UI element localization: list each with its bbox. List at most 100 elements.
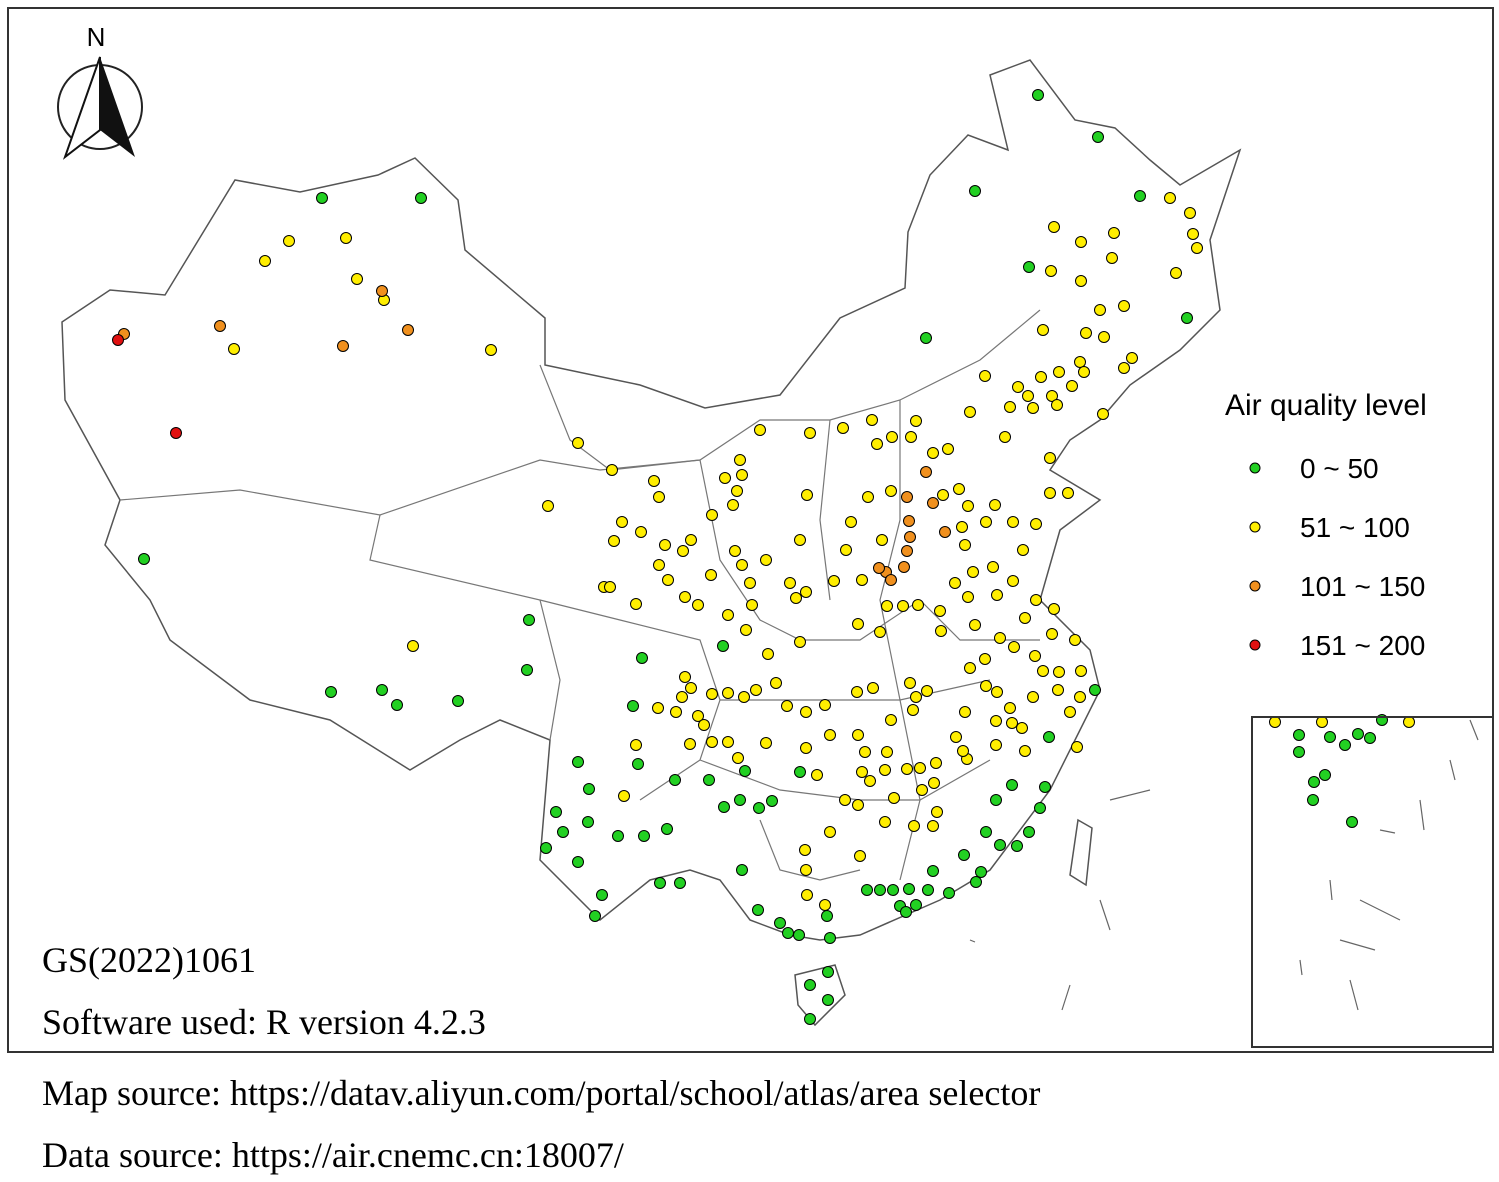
station-dot <box>376 684 388 696</box>
station-dot <box>824 729 836 741</box>
station-dot <box>801 889 813 901</box>
north-arrow: N <box>57 22 143 160</box>
station-dot <box>800 864 812 876</box>
station-dot <box>782 927 794 939</box>
station-dot <box>898 561 910 573</box>
station-dot <box>452 695 464 707</box>
station-dot <box>935 625 947 637</box>
legend-swatch <box>1249 462 1261 474</box>
station-dot <box>722 736 734 748</box>
station-dot <box>837 422 849 434</box>
station-dot <box>867 682 879 694</box>
station-dot <box>727 499 739 511</box>
station-dot <box>1034 802 1046 814</box>
station-dot <box>685 534 697 546</box>
station-dot <box>1029 650 1041 662</box>
station-dot <box>912 599 924 611</box>
station-dot <box>931 806 943 818</box>
station-dot <box>897 600 909 612</box>
station-dot <box>1032 89 1044 101</box>
station-dot <box>676 691 688 703</box>
station-dot <box>662 574 674 586</box>
station-dot <box>939 526 951 538</box>
station-dot <box>990 794 1002 806</box>
station-dot <box>606 464 618 476</box>
station-dot <box>1064 706 1076 718</box>
station-dot <box>794 534 806 546</box>
station-dot <box>959 539 971 551</box>
station-dot <box>1045 265 1057 277</box>
north-label: N <box>87 22 106 52</box>
station-dot <box>927 865 939 877</box>
station-dot <box>705 569 717 581</box>
station-dot <box>1008 641 1020 653</box>
station-dot <box>572 856 584 868</box>
station-dot <box>351 273 363 285</box>
station-dot <box>930 757 942 769</box>
station-dot <box>572 437 584 449</box>
station-dot <box>740 624 752 636</box>
station-dot <box>1069 634 1081 646</box>
station-dot <box>840 544 852 556</box>
station-dot <box>1035 371 1047 383</box>
station-dot <box>754 424 766 436</box>
station-dot <box>376 285 388 297</box>
station-dot <box>734 454 746 466</box>
station-dot <box>630 739 642 751</box>
station-dot <box>794 636 806 648</box>
station-dot <box>1108 227 1120 239</box>
station-dot <box>692 710 704 722</box>
station-dot <box>920 332 932 344</box>
station-dot <box>1044 452 1056 464</box>
station-dot <box>922 884 934 896</box>
station-dot <box>927 820 939 832</box>
station-dot <box>781 700 793 712</box>
station-dot <box>636 652 648 664</box>
station-dot <box>1023 826 1035 838</box>
station-dot <box>994 632 1006 644</box>
station-dot <box>1004 702 1016 714</box>
station-dot <box>616 516 628 528</box>
station-dot <box>980 826 992 838</box>
station-dot <box>684 738 696 750</box>
station-dot <box>736 469 748 481</box>
station-dot <box>856 766 868 778</box>
station-dot <box>739 765 751 777</box>
station-dot <box>1097 408 1109 420</box>
station-dot <box>738 691 750 703</box>
station-dot <box>784 577 796 589</box>
station-dot <box>698 719 710 731</box>
station-dot <box>793 929 805 941</box>
legend-swatch <box>1249 580 1261 592</box>
station-dot <box>1089 684 1101 696</box>
station-dots <box>112 89 1415 1025</box>
station-dot <box>927 497 939 509</box>
station-dot <box>736 559 748 571</box>
station-dot <box>337 340 349 352</box>
station-dot <box>766 795 778 807</box>
station-dot <box>1075 665 1087 677</box>
station-dot <box>886 431 898 443</box>
station-dot <box>824 932 836 944</box>
station-dot <box>750 684 762 696</box>
station-dot <box>910 899 922 911</box>
station-dot <box>1030 594 1042 606</box>
station-dot <box>1006 717 1018 729</box>
station-dot <box>901 491 913 503</box>
station-dot <box>706 509 718 521</box>
station-dot <box>638 830 650 842</box>
station-dot <box>879 816 891 828</box>
station-dot <box>1022 390 1034 402</box>
station-dot <box>943 887 955 899</box>
station-dot <box>746 599 758 611</box>
station-dot <box>1094 304 1106 316</box>
station-dot <box>903 515 915 527</box>
station-dot <box>907 704 919 716</box>
station-dot <box>703 774 715 786</box>
station-dot <box>994 839 1006 851</box>
station-dot <box>881 600 893 612</box>
station-dot <box>859 746 871 758</box>
station-dot <box>804 427 816 439</box>
station-dot <box>582 816 594 828</box>
